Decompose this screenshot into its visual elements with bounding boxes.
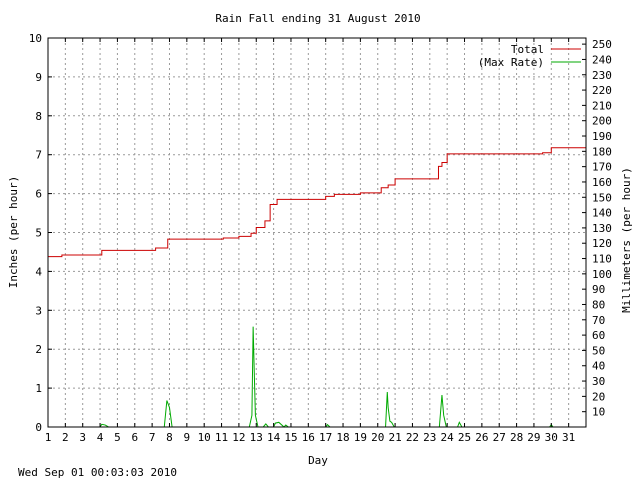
x-tick-label: 18 (336, 431, 349, 444)
y2-tick-label: 240 (592, 53, 612, 66)
y-tick-label: 10 (29, 32, 42, 45)
y2-tick-label: 170 (592, 161, 612, 174)
y2-tick-label: 130 (592, 222, 612, 235)
x-tick-label: 28 (510, 431, 523, 444)
x-tick-label: 1 (45, 431, 52, 444)
y2-tick-label: 200 (592, 115, 612, 128)
legend: Total (Max Rate) (478, 43, 581, 69)
x-tick-label: 16 (302, 431, 315, 444)
y2-tick-label: 190 (592, 130, 612, 143)
x-tick-label: 10 (198, 431, 211, 444)
x-tick-label: 23 (423, 431, 436, 444)
y2-tick-label: 250 (592, 38, 612, 51)
x-tick-label: 6 (131, 431, 138, 444)
x-tick-label: 26 (475, 431, 488, 444)
x-tick-label: 20 (371, 431, 384, 444)
x-tick-label: 4 (97, 431, 104, 444)
y2-tick-label: 60 (592, 329, 605, 342)
y2-tick-label: 150 (592, 191, 612, 204)
y-tick-label: 2 (35, 343, 42, 356)
legend-label-max-rate: (Max Rate) (478, 56, 544, 69)
y-tick-label: 7 (35, 149, 42, 162)
y2-axis-label: Millimeters (per hour) (620, 167, 633, 313)
x-tick-label: 12 (232, 431, 245, 444)
y-tick-label: 8 (35, 110, 42, 123)
y2-tick-label: 230 (592, 69, 612, 82)
x-tick-label: 21 (388, 431, 401, 444)
y2-tick-label: 30 (592, 375, 605, 388)
y-tick-label: 6 (35, 188, 42, 201)
x-tick-label: 29 (527, 431, 540, 444)
x-tick-label: 24 (441, 431, 455, 444)
y2-tick-label: 140 (592, 207, 612, 220)
x-axis-label: Day (308, 454, 328, 467)
x-tick-label: 8 (166, 431, 173, 444)
series-layer (48, 147, 586, 428)
y2-tick-label: 120 (592, 237, 612, 250)
x-tick-label: 25 (458, 431, 471, 444)
x-tick-label: 27 (493, 431, 506, 444)
y-tick-label: 3 (35, 304, 42, 317)
y2-tick-label: 50 (592, 344, 605, 357)
y2-tick-label: 40 (592, 360, 605, 373)
y2-tick-label: 90 (592, 283, 605, 296)
axes: 1 2 3 4 5 6 7 8 9 10 11 12 13 14 15 16 17 18 19 20 21 22 23 24 2… (29, 32, 612, 444)
x-tick-label: 31 (562, 431, 575, 444)
y2-tick-label: 80 (592, 298, 605, 311)
timestamp-footer: Wed Sep 01 00:03:03 2010 (18, 466, 177, 479)
y2-tick-label: 100 (592, 268, 612, 281)
legend-label-total: Total (511, 43, 544, 56)
y2-tick-label: 70 (592, 314, 605, 327)
y-tick-label: 5 (35, 227, 42, 240)
y2-tick-label: 10 (592, 406, 605, 419)
x-tick-label: 19 (354, 431, 367, 444)
x-tick-label: 17 (319, 431, 332, 444)
y2-tick-label: 20 (592, 390, 605, 403)
x-tick-label: 14 (267, 431, 281, 444)
x-tick-label: 15 (284, 431, 297, 444)
y-tick-label: 1 (35, 382, 42, 395)
x-tick-label: 2 (62, 431, 69, 444)
x-tick-label: 7 (149, 431, 156, 444)
y-tick-label: 9 (35, 71, 42, 84)
y2-tick-label: 180 (592, 145, 612, 158)
y2-tick-label: 220 (592, 84, 612, 97)
series-max-rate-line (48, 326, 586, 428)
y-tick-label: 0 (35, 421, 42, 434)
x-tick-label: 3 (79, 431, 86, 444)
y-tick-label: 4 (35, 265, 42, 278)
y2-tick-label: 210 (592, 99, 612, 112)
chart-title: Rain Fall ending 31 August 2010 (215, 12, 420, 25)
x-tick-label: 9 (184, 431, 191, 444)
x-tick-label: 22 (406, 431, 419, 444)
grid (48, 38, 586, 427)
x-tick-label: 11 (215, 431, 228, 444)
y2-tick-label: 110 (592, 253, 612, 266)
series-total-line (48, 147, 586, 258)
y2-tick-label: 160 (592, 176, 612, 189)
y-axis-label: Inches (per hour) (7, 176, 20, 289)
x-tick-label: 13 (250, 431, 263, 444)
x-tick-label: 30 (545, 431, 558, 444)
x-tick-label: 5 (114, 431, 121, 444)
